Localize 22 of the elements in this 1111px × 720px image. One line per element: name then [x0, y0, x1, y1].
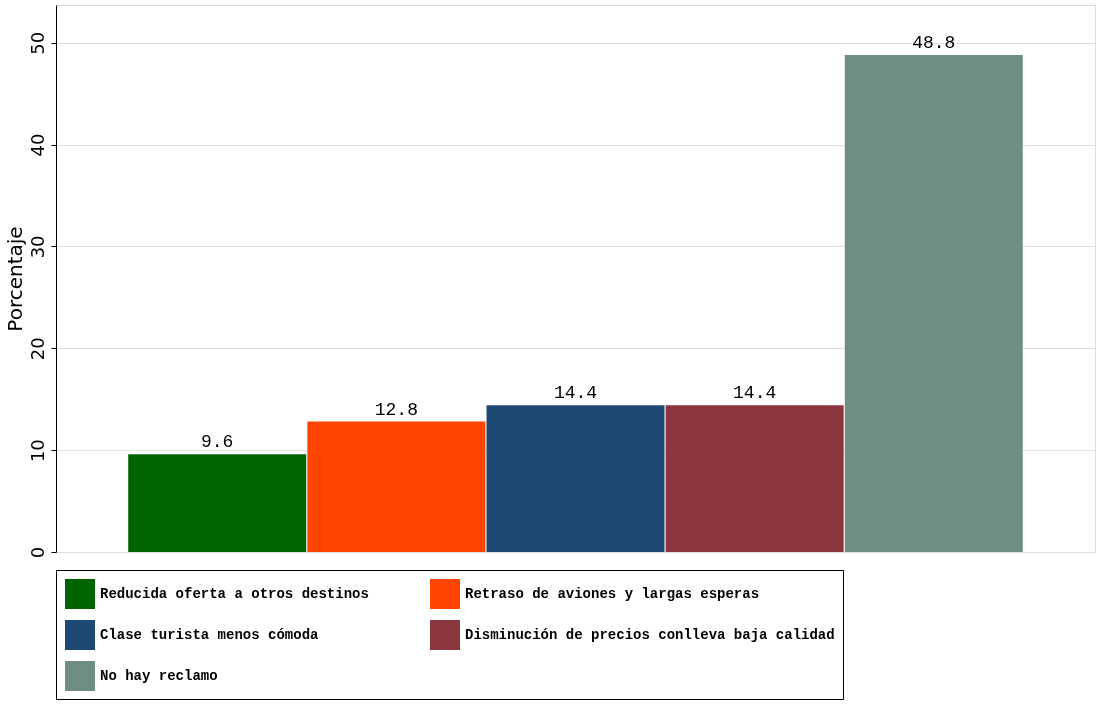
bar	[486, 405, 665, 552]
legend-label: Retraso de aviones y largas esperas	[465, 586, 760, 602]
data-label: 14.4	[733, 383, 777, 404]
legend-label: No hay reclamo	[100, 668, 218, 684]
legend-label: Reducida oferta a otros destinos	[100, 586, 369, 602]
data-label: 48.8	[912, 32, 956, 53]
bar	[844, 54, 1023, 552]
data-label: 12.8	[374, 399, 418, 420]
bar	[128, 454, 307, 552]
bar	[307, 421, 486, 552]
legend-label: Clase turista menos cómoda	[100, 627, 320, 643]
y-tick-label: 40	[26, 133, 48, 157]
y-axis-title: Porcentaje	[2, 226, 27, 332]
data-label: 9.6	[201, 432, 234, 453]
y-tick-label: 10	[26, 439, 48, 463]
bar	[665, 405, 844, 552]
y-tick-label: 20	[26, 337, 48, 361]
legend-label: Disminución de precios conlleva baja calidad	[465, 627, 835, 643]
y-tick-label: 30	[26, 235, 48, 259]
y-tick-label: 0	[26, 546, 48, 559]
data-label: 14.4	[553, 383, 598, 404]
y-tick-label: 50	[26, 31, 48, 55]
